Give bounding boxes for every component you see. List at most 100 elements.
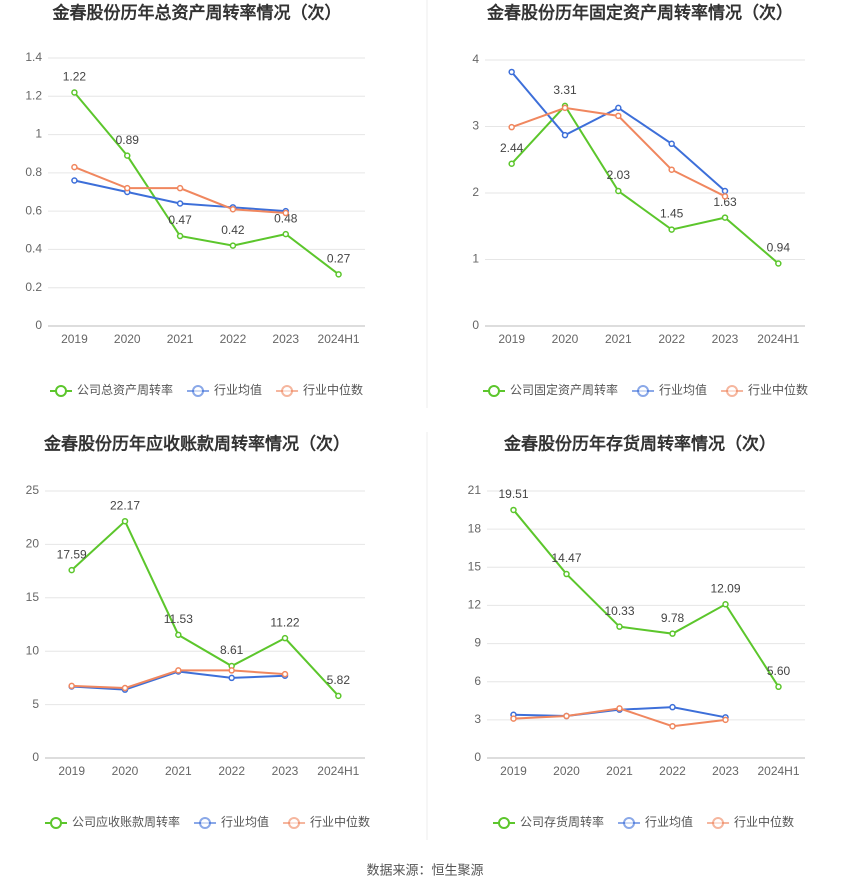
legend-label: 行业均值 [214, 382, 262, 397]
legend-label: 公司固定资产周转率 [510, 382, 618, 397]
y-tick-label: 12 [468, 598, 482, 612]
data-point [616, 705, 623, 712]
data-label: 12.09 [710, 581, 740, 595]
data-point [669, 722, 676, 730]
x-tick-label: 2020 [553, 764, 580, 778]
data-point [510, 506, 517, 514]
x-tick-label: 2023 [712, 332, 739, 346]
series-line [70, 519, 340, 697]
data-label: 9.78 [661, 611, 685, 625]
data-point [669, 703, 676, 711]
data-label: 5.82 [327, 673, 351, 687]
legend-marker [498, 817, 510, 829]
data-point [175, 631, 182, 639]
data-point [124, 184, 131, 192]
x-tick-label: 2020 [112, 764, 139, 778]
y-tick-label: 1.2 [25, 88, 42, 102]
legend-label: 行业中位数 [310, 814, 370, 829]
y-tick-label: 0.6 [25, 203, 42, 217]
data-label: 17.59 [57, 547, 87, 561]
legend-label: 行业中位数 [748, 382, 808, 397]
x-tick-label: 2019 [61, 332, 88, 346]
data-point [721, 214, 729, 221]
data-point [229, 242, 237, 249]
data-point [176, 232, 184, 240]
series-line [510, 104, 779, 265]
data-label: 0.94 [767, 241, 791, 255]
data-point [615, 104, 622, 112]
series-line [512, 509, 780, 688]
legend-label: 公司总资产周转率 [77, 382, 173, 397]
data-point [124, 152, 131, 159]
x-tick-label: 2023 [272, 332, 299, 346]
legend-label: 行业均值 [221, 814, 269, 829]
y-tick-label: 15 [468, 559, 482, 573]
y-tick-label: 1 [35, 127, 42, 141]
x-tick-label: 2022 [658, 332, 685, 346]
legend-label: 行业均值 [645, 814, 693, 829]
data-label: 5.60 [767, 664, 791, 678]
y-tick-label: 3 [474, 712, 481, 726]
data-point [121, 684, 129, 692]
y-tick-label: 6 [474, 674, 481, 688]
x-tick-label: 2021 [167, 332, 194, 346]
data-label: 10.33 [604, 604, 634, 618]
data-point [228, 674, 235, 682]
data-point [563, 570, 570, 578]
x-tick-label: 2024H1 [318, 332, 360, 346]
data-point [71, 177, 78, 184]
chart-title: 金春股份历年固定资产周转率情况（次） [486, 2, 793, 22]
data-label: 0.89 [116, 133, 140, 147]
y-tick-label: 1.4 [25, 50, 42, 64]
data-point [229, 205, 237, 213]
data-point [563, 712, 570, 720]
x-tick-label: 2021 [606, 764, 633, 778]
x-tick-label: 2019 [58, 764, 85, 778]
source-note: 数据来源：恒生聚源 [366, 862, 483, 877]
data-point [616, 623, 623, 630]
data-label: 0.48 [274, 211, 298, 225]
data-point [282, 230, 289, 238]
legend-marker [288, 817, 301, 829]
legend-label: 行业均值 [659, 382, 707, 397]
data-point [721, 193, 729, 200]
y-tick-label: 0.4 [25, 242, 42, 256]
data-label: 14.47 [551, 551, 581, 565]
y-tick-label: 0 [35, 318, 42, 332]
legend-marker [199, 817, 212, 829]
x-tick-label: 2023 [272, 764, 299, 778]
data-point [775, 260, 782, 267]
chart-title: 金春股份历年应收账款周转率情况（次） [43, 433, 350, 453]
data-label: 1.22 [63, 70, 87, 84]
data-point [176, 200, 184, 207]
legend-marker [726, 385, 739, 397]
y-tick-label: 0.2 [25, 280, 42, 294]
series-line [511, 106, 726, 198]
y-tick-label: 3 [472, 119, 479, 133]
chart-title: 金春股份历年总资产周转率情况（次） [52, 2, 342, 22]
y-tick-label: 0.8 [25, 165, 42, 179]
data-point [176, 184, 184, 192]
y-tick-label: 1 [472, 252, 479, 266]
legend-marker [488, 385, 500, 397]
data-point [615, 187, 622, 195]
y-tick-label: 15 [26, 590, 40, 604]
y-tick-label: 2 [472, 185, 479, 199]
legend-marker [281, 385, 294, 397]
legend-label: 行业中位数 [734, 814, 794, 829]
data-point [668, 226, 675, 233]
data-label: 19.51 [498, 487, 528, 501]
data-point [228, 667, 235, 674]
series-line [73, 91, 340, 276]
data-label: 1.63 [713, 195, 737, 209]
x-tick-label: 2020 [114, 332, 141, 346]
legend-marker [192, 385, 205, 397]
data-label: 0.47 [168, 213, 192, 227]
data-label: 8.61 [220, 643, 244, 657]
x-tick-label: 2020 [552, 332, 579, 346]
legend-marker [623, 817, 636, 829]
y-tick-label: 10 [26, 643, 40, 657]
data-point [175, 667, 182, 674]
data-label: 2.03 [607, 168, 631, 182]
legend-label: 行业中位数 [303, 382, 363, 397]
